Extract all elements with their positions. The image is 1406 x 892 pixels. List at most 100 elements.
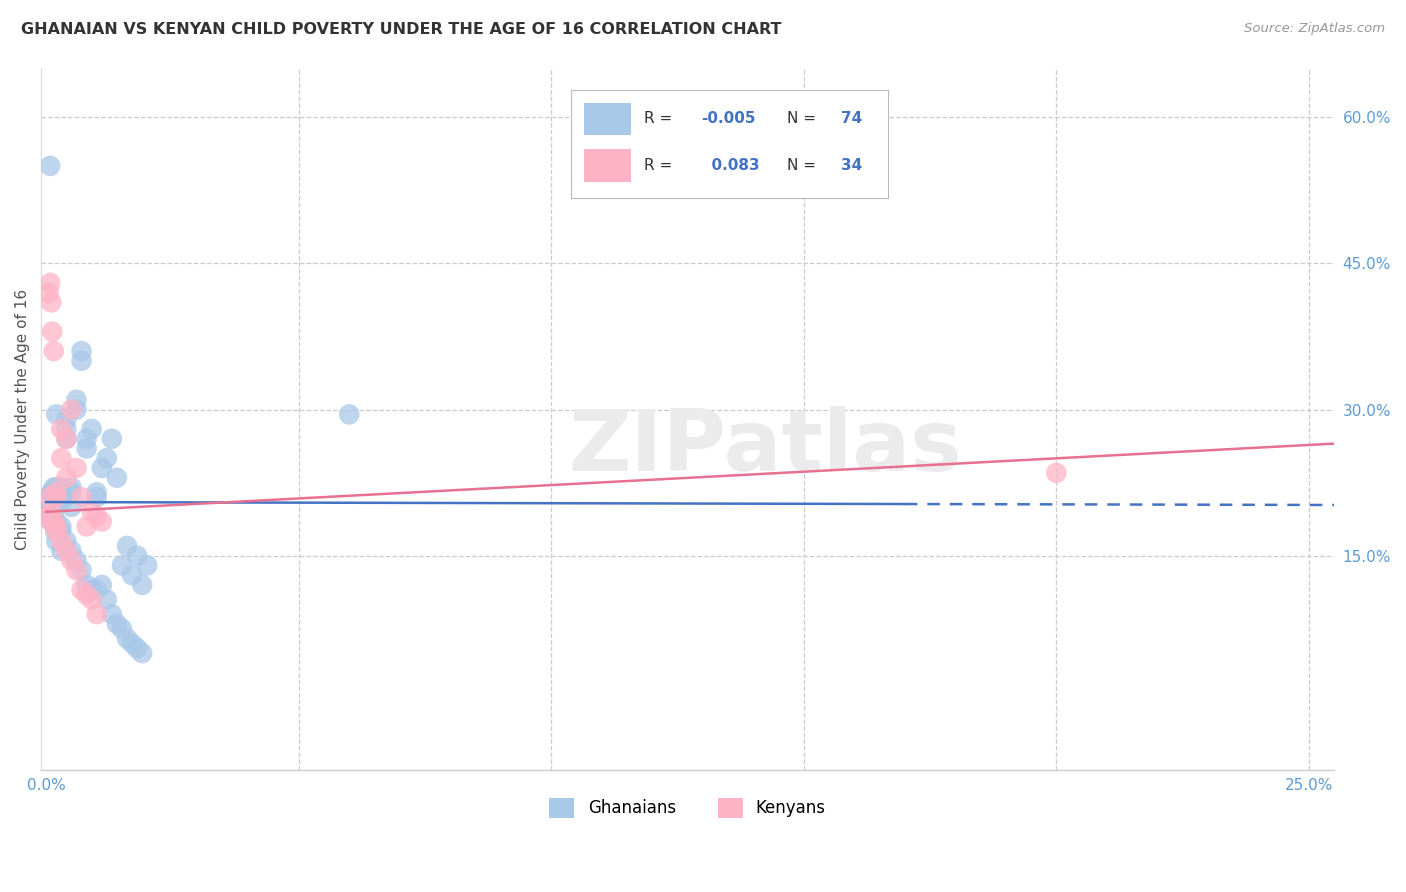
Point bbox=[337, 408, 360, 422]
Point bbox=[80, 592, 103, 607]
Point bbox=[51, 543, 73, 558]
Point bbox=[39, 500, 62, 514]
Point bbox=[45, 490, 67, 504]
Point bbox=[60, 480, 83, 494]
Point bbox=[51, 524, 73, 539]
Point bbox=[90, 578, 112, 592]
Point bbox=[41, 515, 63, 529]
Point bbox=[51, 495, 73, 509]
Point bbox=[42, 480, 65, 494]
Point bbox=[39, 295, 62, 310]
Point bbox=[86, 485, 108, 500]
Text: ZIPatlas: ZIPatlas bbox=[568, 406, 962, 489]
Point bbox=[45, 485, 67, 500]
Point bbox=[51, 534, 73, 549]
Point bbox=[55, 422, 77, 436]
Point bbox=[42, 515, 65, 529]
Point bbox=[105, 616, 128, 631]
Point bbox=[60, 402, 83, 417]
Point bbox=[60, 543, 83, 558]
Point bbox=[55, 471, 77, 485]
Point bbox=[76, 432, 98, 446]
Point bbox=[76, 578, 98, 592]
Point bbox=[65, 563, 87, 577]
Point bbox=[38, 509, 60, 524]
Point bbox=[101, 607, 124, 621]
Point bbox=[38, 490, 60, 504]
Point bbox=[115, 539, 138, 553]
Point bbox=[86, 509, 108, 524]
Point bbox=[70, 344, 93, 359]
Point bbox=[51, 451, 73, 466]
Point bbox=[90, 461, 112, 475]
Point bbox=[70, 353, 93, 368]
Point bbox=[39, 495, 62, 509]
Point bbox=[51, 519, 73, 533]
Point bbox=[44, 524, 66, 539]
Point bbox=[55, 412, 77, 426]
Point bbox=[125, 549, 148, 563]
Point bbox=[70, 582, 93, 597]
Point bbox=[38, 505, 60, 519]
Point bbox=[45, 534, 67, 549]
Point bbox=[60, 553, 83, 567]
Point bbox=[101, 432, 124, 446]
Point bbox=[51, 490, 73, 504]
Point bbox=[111, 622, 134, 636]
Point bbox=[38, 285, 60, 300]
Point bbox=[96, 592, 118, 607]
Point bbox=[80, 505, 103, 519]
Y-axis label: Child Poverty Under the Age of 16: Child Poverty Under the Age of 16 bbox=[15, 289, 30, 549]
Point bbox=[65, 461, 87, 475]
Point bbox=[80, 582, 103, 597]
Point bbox=[39, 515, 62, 529]
Point bbox=[131, 646, 153, 660]
Text: GHANAIAN VS KENYAN CHILD POVERTY UNDER THE AGE OF 16 CORRELATION CHART: GHANAIAN VS KENYAN CHILD POVERTY UNDER T… bbox=[21, 22, 782, 37]
Point bbox=[38, 490, 60, 504]
Point bbox=[131, 578, 153, 592]
Point bbox=[76, 442, 98, 456]
Point bbox=[45, 485, 67, 500]
Point bbox=[55, 543, 77, 558]
Point bbox=[121, 636, 143, 650]
Point bbox=[39, 485, 62, 500]
Point bbox=[38, 509, 60, 524]
Point bbox=[39, 515, 62, 529]
Point bbox=[51, 480, 73, 494]
Point bbox=[48, 485, 70, 500]
Point bbox=[65, 553, 87, 567]
Point bbox=[39, 490, 62, 504]
Point bbox=[45, 490, 67, 504]
Point bbox=[115, 632, 138, 646]
Point bbox=[55, 534, 77, 549]
Point bbox=[136, 558, 159, 573]
Point bbox=[45, 480, 67, 494]
Point bbox=[1045, 466, 1067, 480]
Point bbox=[80, 422, 103, 436]
Point bbox=[70, 563, 93, 577]
Point bbox=[45, 519, 67, 533]
Point bbox=[60, 485, 83, 500]
Point bbox=[42, 509, 65, 524]
Point bbox=[45, 524, 67, 539]
Point bbox=[76, 588, 98, 602]
Point bbox=[55, 432, 77, 446]
Point bbox=[45, 408, 67, 422]
Point bbox=[41, 485, 63, 500]
Point bbox=[70, 490, 93, 504]
Point bbox=[65, 402, 87, 417]
Point bbox=[42, 500, 65, 514]
Point bbox=[51, 485, 73, 500]
Point bbox=[96, 451, 118, 466]
Point bbox=[51, 422, 73, 436]
Legend: Ghanaians, Kenyans: Ghanaians, Kenyans bbox=[543, 791, 832, 825]
Point bbox=[86, 490, 108, 504]
Point bbox=[121, 568, 143, 582]
Point bbox=[38, 490, 60, 504]
Point bbox=[39, 505, 62, 519]
Point bbox=[86, 607, 108, 621]
Point bbox=[55, 432, 77, 446]
Point bbox=[39, 505, 62, 519]
Point bbox=[65, 392, 87, 407]
Point bbox=[105, 471, 128, 485]
